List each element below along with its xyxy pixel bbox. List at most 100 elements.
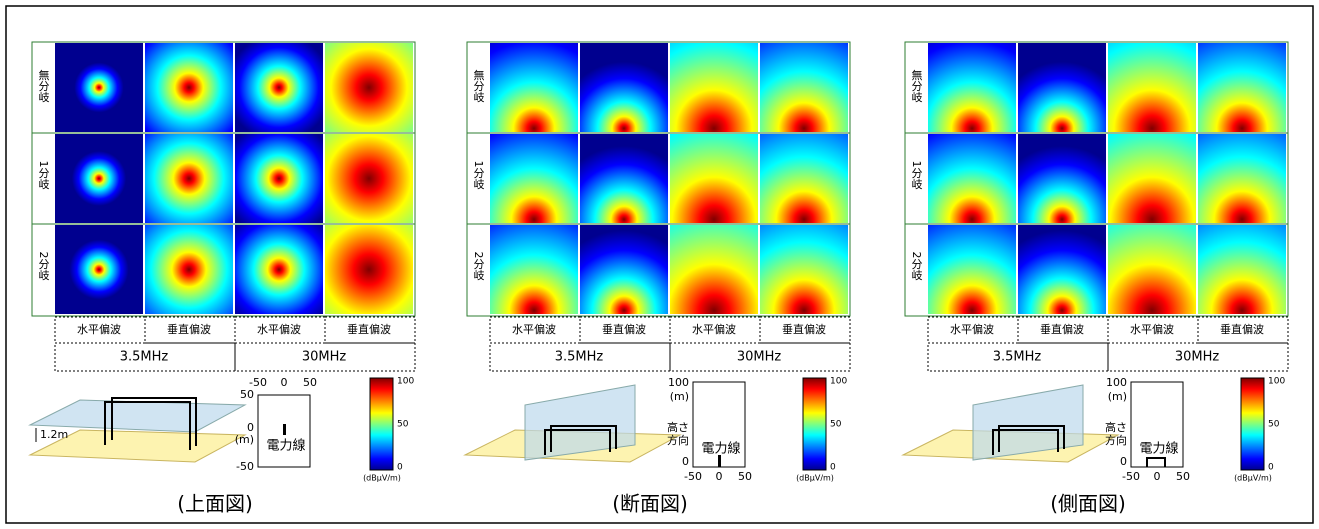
x-tick-label: 0 bbox=[281, 376, 288, 389]
field-map bbox=[1108, 225, 1196, 314]
power-line bbox=[104, 397, 197, 450]
column-box bbox=[759, 316, 851, 344]
field-map bbox=[325, 225, 413, 314]
field-map bbox=[1198, 134, 1286, 223]
column-label: 垂直偏波 bbox=[602, 322, 646, 336]
band-label: 30MHz bbox=[737, 350, 782, 365]
field-map bbox=[1198, 43, 1286, 132]
field-map bbox=[580, 225, 668, 314]
column-label: 垂直偏波 bbox=[1040, 322, 1084, 336]
field-map bbox=[760, 43, 848, 132]
x-tick-label: 50 bbox=[1176, 470, 1190, 483]
colorbar-tick: 50 bbox=[830, 420, 842, 430]
height-label: 1.2m bbox=[40, 428, 68, 441]
field-map bbox=[235, 225, 323, 314]
panel-caption: (断面図) bbox=[612, 492, 688, 516]
panel-caption: (上面図) bbox=[177, 492, 253, 516]
column-label: 水平偏波 bbox=[950, 322, 994, 336]
power-line bbox=[992, 425, 1065, 455]
x-tick-label: 50 bbox=[303, 376, 317, 389]
x-tick-label: -50 bbox=[1122, 470, 1140, 483]
band-box bbox=[234, 342, 416, 372]
y-label: 0 bbox=[682, 455, 689, 468]
y-label: 方向 bbox=[1105, 433, 1127, 447]
observation-plane bbox=[972, 384, 1084, 461]
field-map bbox=[1108, 134, 1196, 223]
field-map bbox=[928, 43, 1016, 132]
field-map bbox=[490, 43, 578, 132]
column-label: 垂直偏波 bbox=[347, 322, 391, 336]
field-map bbox=[670, 134, 758, 223]
colorbar-tick: 50 bbox=[1268, 420, 1280, 430]
field-map bbox=[1018, 134, 1106, 223]
field-map bbox=[1018, 225, 1106, 314]
row-label: 2分岐 bbox=[37, 252, 50, 282]
field-map bbox=[670, 225, 758, 314]
x-tick-label: 50 bbox=[738, 470, 752, 483]
field-map bbox=[145, 134, 233, 223]
field-map bbox=[145, 225, 233, 314]
column-label: 水平偏波 bbox=[692, 322, 736, 336]
column-label: 垂直偏波 bbox=[782, 322, 826, 336]
row-label: 1分岐 bbox=[910, 161, 923, 191]
field-map bbox=[490, 134, 578, 223]
colorbar-tick: 100 bbox=[397, 377, 414, 387]
y-label: 0 bbox=[1120, 455, 1127, 468]
line-marker bbox=[1146, 457, 1166, 467]
power-line bbox=[544, 425, 617, 455]
grid-frame bbox=[31, 41, 416, 317]
column-box bbox=[579, 316, 671, 344]
y-label: (m) bbox=[1108, 390, 1127, 403]
row-label: 1分岐 bbox=[37, 161, 50, 191]
colorbar bbox=[802, 377, 827, 471]
grid-frame bbox=[904, 41, 1289, 317]
band-box bbox=[669, 342, 851, 372]
band-label: 30MHz bbox=[302, 350, 347, 365]
field-map bbox=[928, 134, 1016, 223]
observation-plane bbox=[524, 384, 636, 461]
outer-frame bbox=[5, 5, 1314, 524]
field-map bbox=[1108, 43, 1196, 132]
field-map bbox=[580, 43, 668, 132]
band-label: 30MHz bbox=[1175, 350, 1220, 365]
field-map bbox=[145, 43, 233, 132]
field-map bbox=[580, 134, 668, 223]
field-map bbox=[235, 43, 323, 132]
axis-box bbox=[1130, 381, 1184, 468]
row-label: 1分岐 bbox=[472, 161, 485, 191]
column-label: 垂直偏波 bbox=[1220, 322, 1264, 336]
y-label: 100 bbox=[1106, 376, 1127, 389]
field-map bbox=[760, 134, 848, 223]
field-map bbox=[55, 43, 143, 132]
row-label: 無分岐 bbox=[910, 68, 923, 103]
colorbar bbox=[1240, 377, 1265, 471]
grid-frame bbox=[466, 41, 851, 317]
y-label: (m) bbox=[670, 390, 689, 403]
column-label: 垂直偏波 bbox=[167, 322, 211, 336]
column-label: 水平偏波 bbox=[1130, 322, 1174, 336]
field-map bbox=[325, 134, 413, 223]
axis-box bbox=[257, 394, 311, 468]
colorbar-tick: 50 bbox=[397, 420, 409, 430]
line-label: 電力線 bbox=[1139, 441, 1178, 457]
y-label: 高さ bbox=[667, 420, 689, 434]
field-map bbox=[1198, 225, 1286, 314]
y-label: (m) bbox=[235, 433, 254, 446]
field-map bbox=[1018, 43, 1106, 132]
band-label: 3.5MHz bbox=[120, 350, 169, 365]
field-map bbox=[235, 134, 323, 223]
line-marker bbox=[283, 424, 286, 435]
row-label: 無分岐 bbox=[37, 68, 50, 103]
row-label: 2分岐 bbox=[472, 252, 485, 282]
column-label: 水平偏波 bbox=[77, 322, 121, 336]
colorbar-tick: 0 bbox=[830, 463, 836, 473]
y-label: 高さ bbox=[1105, 420, 1127, 434]
line-label: 電力線 bbox=[266, 438, 305, 454]
column-box bbox=[1197, 316, 1289, 344]
field-map bbox=[55, 225, 143, 314]
colorbar-unit: (dBμV/m) bbox=[796, 474, 834, 483]
column-box bbox=[324, 316, 416, 344]
x-tick-label: 0 bbox=[1154, 470, 1161, 483]
x-tick-label: -50 bbox=[249, 376, 267, 389]
